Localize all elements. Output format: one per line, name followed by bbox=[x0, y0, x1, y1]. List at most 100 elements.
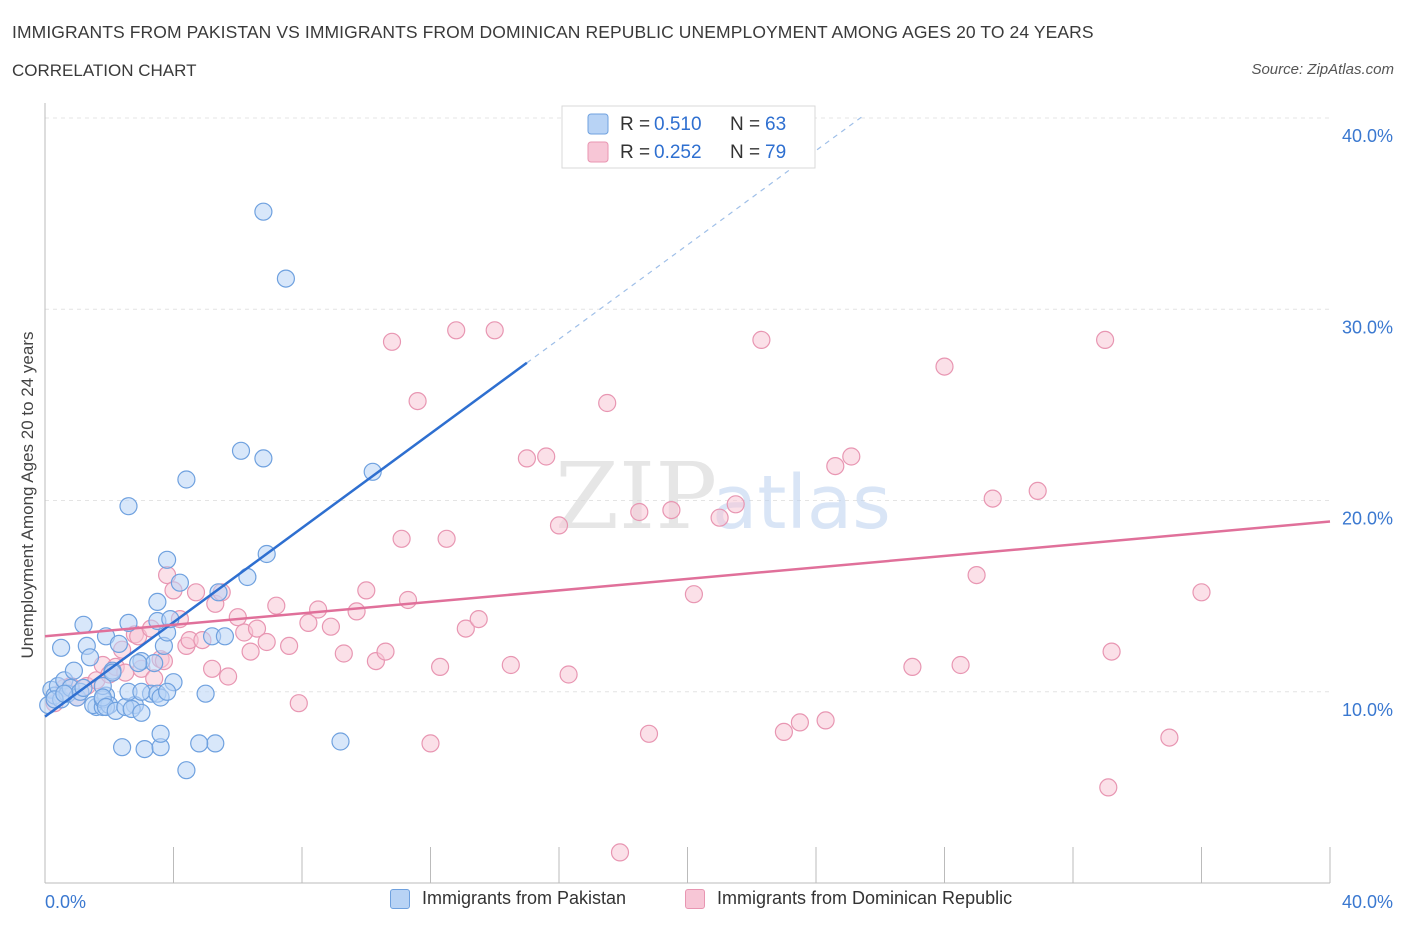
pakistan-point-50 bbox=[148, 592, 167, 612]
dominican-point-39 bbox=[321, 617, 340, 636]
legend-n-value-pakistan: 63 bbox=[765, 114, 786, 135]
y-tick-label-2: 30.0% bbox=[1342, 317, 1393, 337]
legend-r-label-dominican: R = bbox=[620, 142, 650, 163]
dominican-point-15 bbox=[145, 669, 164, 688]
dominican-point-55 bbox=[485, 321, 504, 340]
dominican-point-35 bbox=[280, 636, 299, 656]
pakistan-point-59 bbox=[177, 470, 196, 489]
legend-r-label-pakistan: R = bbox=[620, 114, 650, 135]
dominican-point-67 bbox=[710, 508, 729, 527]
dominican-point-68 bbox=[726, 495, 745, 514]
dominican-point-84 bbox=[1160, 728, 1179, 747]
dominican-point-57 bbox=[517, 449, 537, 468]
dominican-point-28 bbox=[219, 667, 238, 686]
dominican-point-69 bbox=[752, 330, 771, 349]
dominican-point-81 bbox=[1095, 330, 1115, 349]
pakistan-point-36 bbox=[135, 739, 154, 759]
bottom-legend: Immigrants from Pakistan Immigrants from… bbox=[0, 888, 1406, 916]
pakistan-point-70 bbox=[254, 449, 273, 468]
axes bbox=[44, 103, 1331, 884]
pakistan-point-43 bbox=[132, 682, 151, 701]
trend-line-dominican bbox=[44, 520, 1331, 638]
pakistan-point-42 bbox=[129, 653, 148, 673]
legend-r-value-dominican: 0.252 bbox=[654, 142, 702, 163]
dominican-point-72 bbox=[816, 711, 835, 730]
legend-item-dominican[interactable]: Immigrants from Dominican Republic bbox=[685, 888, 1012, 909]
legend-n-label-dominican: N = bbox=[730, 142, 760, 163]
legend-n-label-pakistan: N = bbox=[730, 114, 760, 135]
dominican-point-38 bbox=[309, 600, 328, 619]
pakistan-point-44 bbox=[119, 497, 138, 516]
dominican-point-63 bbox=[630, 502, 649, 522]
pakistan-point-65 bbox=[190, 734, 209, 753]
watermark-zip: ZIP bbox=[555, 443, 717, 550]
legend-item-pakistan[interactable]: Immigrants from Pakistan bbox=[390, 888, 626, 909]
dominican-point-37 bbox=[299, 613, 318, 633]
dominican-point-70 bbox=[774, 722, 794, 742]
y-tick-label-0: 10.0% bbox=[1342, 700, 1393, 720]
pakistan-point-62 bbox=[209, 583, 228, 602]
correlation-legend: R = 0.510 N = 63 R = 0.252 N = 79 bbox=[561, 105, 816, 169]
dominican-point-34 bbox=[267, 596, 286, 615]
pakistan-point-15 bbox=[74, 615, 93, 634]
pakistan-point-64 bbox=[206, 734, 225, 753]
dominican-point-53 bbox=[456, 619, 475, 638]
pakistan-point-30 bbox=[109, 634, 129, 654]
pakistan-point-45 bbox=[132, 703, 151, 722]
y-tick-label-3: 40.0% bbox=[1342, 126, 1393, 146]
pakistan-point-56 bbox=[158, 682, 177, 701]
x-tick-label-0: 0.0% bbox=[45, 892, 86, 912]
dominican-point-51 bbox=[437, 529, 456, 548]
pakistan-point-72 bbox=[276, 269, 295, 288]
trend-line-pakistan bbox=[44, 361, 528, 718]
dominican-point-61 bbox=[598, 393, 617, 413]
dominican-point-46 bbox=[392, 529, 411, 548]
pakistan-point-67 bbox=[231, 441, 251, 460]
legend-swatch-dominican-bottom bbox=[685, 888, 705, 909]
legend-swatch-pakistan-bottom bbox=[390, 888, 410, 909]
dominican-point-60 bbox=[559, 665, 578, 684]
pakistan-point-38 bbox=[145, 653, 164, 673]
dominican-point-48 bbox=[408, 392, 427, 411]
legend-label-pakistan: Immigrants from Pakistan bbox=[422, 888, 627, 908]
dominican-point-47 bbox=[398, 590, 418, 610]
gridlines bbox=[45, 117, 1330, 693]
dominican-point-71 bbox=[790, 713, 810, 732]
dominican-point-58 bbox=[537, 447, 556, 466]
pakistan-point-17 bbox=[80, 648, 100, 667]
pakistan-point-73 bbox=[331, 732, 350, 751]
dominican-point-36 bbox=[289, 694, 308, 713]
dominican-point-45 bbox=[382, 332, 402, 351]
dominican-point-66 bbox=[684, 585, 704, 604]
pakistan-point-31 bbox=[112, 738, 132, 757]
dominican-point-74 bbox=[842, 447, 861, 466]
series-pakistan bbox=[39, 202, 382, 780]
dominican-point-77 bbox=[951, 655, 970, 675]
dominican-point-75 bbox=[903, 657, 922, 677]
tick-labels: 10.0% 20.0% 30.0% 40.0% 0.0% 40.0% bbox=[45, 126, 1393, 912]
legend-r-value-pakistan: 0.510 bbox=[654, 114, 702, 135]
dominican-point-80 bbox=[1028, 481, 1047, 500]
pakistan-point-61 bbox=[196, 684, 215, 703]
dominican-point-23 bbox=[186, 583, 206, 602]
chart-source: Source: ZipAtlas.com bbox=[1251, 61, 1394, 78]
dominican-point-41 bbox=[347, 602, 366, 621]
y-axis-label: Unemployment Among Ages 20 to 24 years bbox=[18, 332, 37, 659]
dominican-point-56 bbox=[501, 655, 520, 675]
dominican-point-73 bbox=[826, 457, 845, 476]
legend-swatch-dominican bbox=[587, 141, 609, 163]
pakistan-point-58 bbox=[177, 761, 196, 780]
dominican-point-79 bbox=[983, 489, 1002, 508]
dominican-point-33 bbox=[257, 632, 276, 652]
dominican-point-52 bbox=[447, 321, 466, 340]
dominican-point-76 bbox=[935, 357, 954, 376]
dominican-point-78 bbox=[967, 565, 986, 585]
dominican-point-31 bbox=[241, 642, 260, 661]
dominican-point-49 bbox=[421, 734, 440, 753]
pakistan-point-14 bbox=[55, 684, 74, 703]
pakistan-point-8 bbox=[64, 661, 84, 680]
legend-n-value-dominican: 79 bbox=[765, 142, 786, 163]
dominican-point-50 bbox=[431, 657, 450, 677]
chart-title: IMMIGRANTS FROM PAKISTAN VS IMMIGRANTS F… bbox=[12, 22, 1094, 42]
pakistan-point-12 bbox=[51, 638, 71, 657]
